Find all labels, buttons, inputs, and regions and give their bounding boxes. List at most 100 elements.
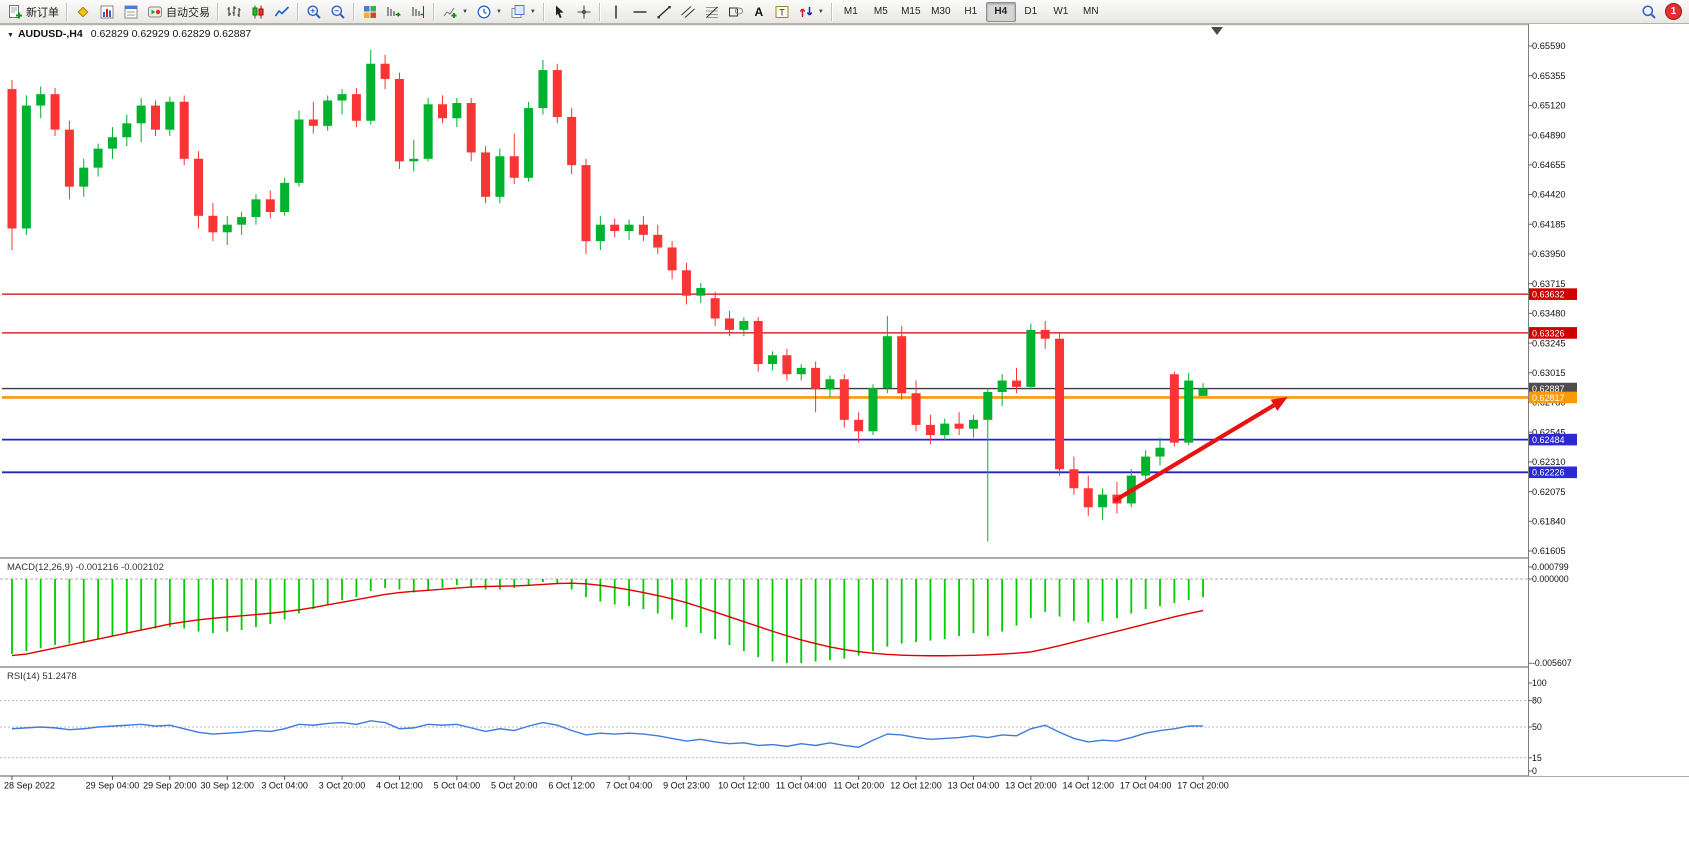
timeframe-h1-button[interactable]: H1 (964, 6, 978, 17)
price-axis-tick: 0.63715 (1532, 279, 1566, 289)
timeframe-m1-button[interactable]: M1 (843, 6, 858, 17)
text-button[interactable]: A (748, 1, 770, 23)
data-window-button[interactable] (119, 1, 143, 23)
candle-body (524, 108, 534, 178)
candle-body (452, 103, 462, 119)
candlestick-series (7, 49, 1208, 542)
time-axis-tick: 29 Sep 04:00 (86, 781, 140, 791)
indicators-button[interactable]: ▼ (438, 1, 472, 23)
candle-body (423, 104, 433, 159)
candle-body (624, 224, 634, 232)
market-watch-button[interactable] (95, 1, 119, 23)
auto-scroll-button[interactable] (382, 1, 406, 23)
chart-shift-marker[interactable] (1211, 27, 1223, 35)
chart-shift-button[interactable] (406, 1, 430, 23)
arrows-button[interactable]: ▼ (794, 1, 828, 23)
candlestick-chart-button[interactable] (246, 1, 270, 23)
candle-body (337, 94, 347, 101)
toolbar-separator (66, 2, 68, 21)
channel-button[interactable] (676, 1, 700, 23)
candle-body (280, 182, 290, 213)
one-click-trading-toggle[interactable]: ▼ (7, 32, 14, 39)
svg-text:100: 100 (1532, 678, 1547, 688)
search-button[interactable] (1637, 1, 1661, 23)
time-scale[interactable]: 28 Sep 2022 29 Sep 04:00 29 Sep 20:00 30 Se… (4, 776, 1229, 791)
candle-body (1083, 488, 1093, 508)
crosshair-button[interactable] (572, 1, 596, 23)
shapes-icon (728, 7, 743, 16)
svg-text:15: 15 (1532, 753, 1542, 763)
toolbar: 新订单 自动交易 ▼ ▼ ▼ A T ▼ M1 M5 M15 M30 H1 H4 D1 W1 MN 1 (0, 0, 1689, 24)
new-order-button[interactable]: 新订单 (3, 1, 63, 23)
candle-body (854, 419, 864, 432)
trend-arrow[interactable] (1113, 397, 1288, 503)
candle-body (438, 104, 447, 119)
candle-body (753, 320, 763, 365)
timeframe-mn-button[interactable]: MN (1083, 6, 1099, 17)
cursor-button[interactable] (548, 1, 572, 23)
zoom-out-button[interactable] (326, 1, 350, 23)
timeframe-m15-button[interactable]: M15 (901, 6, 921, 17)
metaeditor-button[interactable] (71, 1, 95, 23)
trendline-button[interactable] (652, 1, 676, 23)
price-axis-tick: 0.65120 (1532, 101, 1566, 111)
time-axis-tick: 10 Oct 12:00 (718, 781, 770, 791)
svg-text:0: 0 (1532, 766, 1537, 776)
periods-button[interactable]: ▼ (472, 1, 506, 23)
price-axis-tick: 0.63015 (1532, 368, 1566, 378)
candle-body (36, 94, 46, 106)
chevron-down-icon: ▼ (817, 8, 824, 15)
autotrading-button[interactable]: 自动交易 (143, 1, 214, 23)
candle-body (538, 70, 548, 109)
fibonacci-icon (705, 6, 718, 18)
zoom-in-button[interactable] (302, 1, 326, 23)
line-chart-button[interactable] (270, 1, 294, 23)
time-axis-tick: 5 Oct 20:00 (491, 781, 538, 791)
time-axis-tick: 9 Oct 23:00 (663, 781, 710, 791)
timeframe-m5-button[interactable]: M5 (873, 6, 888, 17)
support-line-2-badge-label: 0.62226 (1532, 468, 1565, 478)
resistance-line-2-badge (1529, 327, 1577, 339)
toolbar-separator (353, 2, 355, 21)
toolbar-separator (830, 2, 833, 21)
candle-body (1169, 374, 1179, 443)
svg-text:-0.005607: -0.005607 (1532, 658, 1572, 668)
macd-histogram (11, 579, 1204, 664)
macd-scale: 0.000799 0.000000 -0.005607 (1528, 562, 1572, 668)
bid-price-line-badge-label: 0.62817 (1532, 393, 1565, 403)
fibonacci-button[interactable] (700, 1, 724, 23)
candle-body (1198, 388, 1208, 396)
vertical-line-button[interactable] (604, 1, 628, 23)
bar-chart-button[interactable] (222, 1, 246, 23)
candle-body (739, 320, 749, 330)
price-axis-tick: 0.64185 (1532, 219, 1566, 229)
candle-body (825, 379, 835, 390)
vline-icon (615, 5, 617, 18)
horizontal-line-button[interactable] (628, 1, 652, 23)
timeframe-w1-button[interactable]: W1 (1053, 6, 1069, 17)
candle-body (222, 224, 232, 233)
toolbar-separator (433, 2, 435, 21)
templates-button[interactable]: ▼ (506, 1, 540, 23)
chevron-down-icon: ▼ (462, 8, 468, 15)
zoom-in-icon (307, 5, 321, 19)
support-line-2-badge (1529, 466, 1577, 479)
price-scale[interactable]: 0.65590 0.65355 0.65120 0.64890 0.64655 0.644… (1528, 24, 1689, 776)
tile-windows-button[interactable] (358, 1, 382, 23)
candle-body (1012, 380, 1021, 387)
price-axis-tick: 0.61840 (1532, 516, 1566, 526)
timeframe-m30-button[interactable]: M30 (931, 6, 951, 17)
time-axis-tick: 14 Oct 12:00 (1062, 781, 1114, 791)
new-order-icon (9, 4, 22, 18)
timeframe-h4-button[interactable]: H4 (985, 1, 1016, 22)
text-label-button[interactable]: T (770, 1, 794, 23)
candle-body (638, 224, 648, 235)
svg-text:0.000799: 0.000799 (1532, 562, 1569, 572)
price-axis-tick: 0.62545 (1532, 427, 1566, 437)
shapes-button[interactable] (724, 1, 748, 23)
notifications-badge[interactable]: 1 (1665, 3, 1682, 20)
toolbar-separator (217, 2, 219, 21)
periods-icon (477, 5, 491, 18)
timeframe-d1-button[interactable]: D1 (1024, 6, 1038, 17)
